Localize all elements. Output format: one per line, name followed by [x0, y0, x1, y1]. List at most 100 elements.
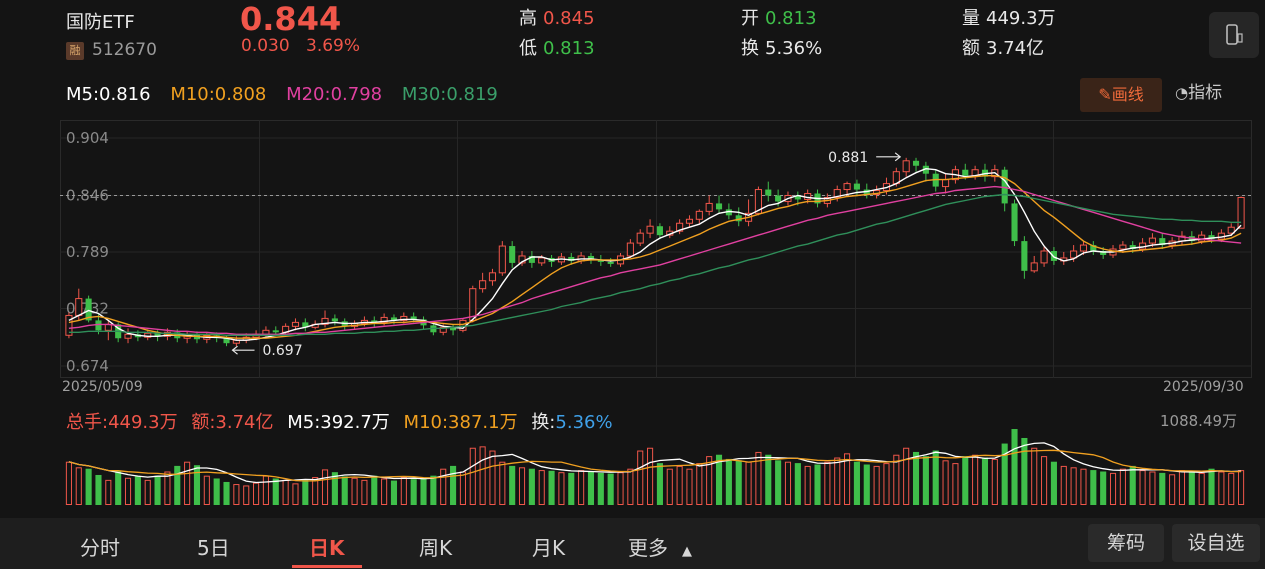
volume-bar-down [174, 465, 181, 505]
candle-up [469, 288, 477, 321]
volume-bar-down [1208, 468, 1215, 505]
volume-stat: 量 449.3万 [962, 8, 1056, 29]
volume-bar-down [528, 468, 535, 505]
volume-bar-up [253, 482, 260, 505]
candle-up [1237, 196, 1245, 229]
candle-down [450, 327, 457, 331]
candle-down [1050, 251, 1057, 261]
volume-bar-down [272, 478, 279, 505]
ma-line-m10 [68, 175, 1242, 339]
volume-bar-up [686, 468, 693, 505]
volume-bar-up [844, 453, 851, 505]
candle-down [223, 338, 230, 344]
tab-daily-k[interactable]: 日K [309, 536, 345, 560]
volume-bar-down [863, 464, 870, 505]
indicator-button[interactable]: ◔指标 [1175, 83, 1223, 103]
candle-down [656, 226, 663, 236]
volume-bar-up [666, 468, 673, 505]
volume-bar-down [1159, 472, 1166, 505]
device-toggle-button[interactable] [1209, 12, 1259, 58]
stock-code: 512670 [92, 40, 157, 60]
candle-up [479, 280, 487, 290]
volume-bar-down [1001, 443, 1008, 505]
volume-bar-up [459, 471, 466, 505]
volume-bar-up [1149, 471, 1156, 505]
ma-line-m20 [68, 185, 1242, 336]
candle-up [1148, 237, 1156, 244]
volume-ma5-line [68, 442, 1242, 484]
volume-bar-up [233, 484, 240, 505]
candle-up [1119, 244, 1127, 250]
volume-bar-up [578, 470, 585, 505]
volume-bar-up [1228, 472, 1235, 505]
ma-line-m5 [68, 167, 1242, 341]
volume-bar-up [351, 477, 358, 505]
candle-up [321, 317, 329, 325]
tab-intraday[interactable]: 分时 [80, 536, 120, 560]
volume-bar-up [1109, 472, 1117, 505]
candle-up [1040, 250, 1048, 264]
volume-bar-down [597, 472, 604, 505]
volume-bar-up [696, 463, 703, 505]
volume-bar-down [912, 451, 920, 505]
add-watchlist-button[interactable]: 设自选 [1172, 524, 1260, 562]
volume-bar-down [509, 465, 516, 505]
volume-bar-up [1080, 468, 1087, 505]
chip-distribution-button[interactable]: 筹码 [1088, 524, 1164, 562]
volume-bar-up [647, 447, 654, 505]
volume-bar-down [1100, 471, 1107, 505]
volume-bar-up [1178, 470, 1186, 505]
candle-down [597, 259, 604, 262]
candle-down [794, 195, 801, 200]
vol-m5: M5:392.7万 [287, 412, 390, 433]
candle-down [390, 317, 398, 321]
volume-bar-up [952, 463, 959, 505]
volume-bar-up [65, 461, 72, 505]
volume-bar-up [903, 447, 910, 505]
volume-bar-up [893, 454, 900, 505]
candle-down [528, 255, 535, 263]
last-price: 0.844 [240, 0, 342, 38]
volume-bar-down [814, 464, 821, 505]
tab-more[interactable]: 更多 ▲ [628, 536, 692, 560]
volume-bar-up [627, 468, 634, 505]
tab-weekly-k[interactable]: 周K [419, 536, 453, 560]
candle-down [410, 316, 417, 320]
candle-up [291, 321, 300, 327]
volume-bar-up [804, 465, 811, 505]
volume-bar-up [282, 479, 289, 505]
volume-bar-up [1218, 471, 1225, 505]
volume-bar-down [85, 468, 92, 505]
candle-up [439, 326, 447, 333]
candle-down [1001, 169, 1008, 204]
candle-down [1208, 235, 1215, 240]
draw-line-button[interactable]: ✎画线 [1080, 78, 1162, 112]
volume-bar-down [962, 456, 969, 505]
volume-bar-down [371, 475, 378, 505]
candle-up [1198, 234, 1206, 242]
volume-bar-up [784, 461, 792, 505]
volume-bar-up [676, 465, 683, 505]
candle-up [498, 245, 506, 274]
candle-up [400, 315, 408, 321]
candle-down [725, 209, 732, 216]
volume-bar-up [1119, 468, 1126, 505]
volume-bar-up [745, 461, 752, 505]
y-tick-label: 0.789 [66, 243, 109, 261]
total-amount: 额:3.74亿 [191, 412, 274, 433]
tab-monthly-k[interactable]: 月K [532, 536, 566, 560]
candle-up [646, 225, 654, 234]
volume-bar-down [548, 470, 555, 505]
candle-down [922, 165, 929, 174]
vol-turnover-label: 换: [531, 412, 556, 433]
volume-bar-up [184, 461, 191, 505]
low-arrow-head [231, 345, 238, 355]
candle-down [1100, 251, 1107, 255]
volume-bar-up [1070, 467, 1077, 505]
volume-bar-up [203, 475, 210, 505]
candle-up [124, 333, 132, 339]
candle-up [676, 222, 684, 232]
tab-5day[interactable]: 5日 [197, 536, 230, 560]
volume-chart[interactable] [60, 425, 1252, 505]
